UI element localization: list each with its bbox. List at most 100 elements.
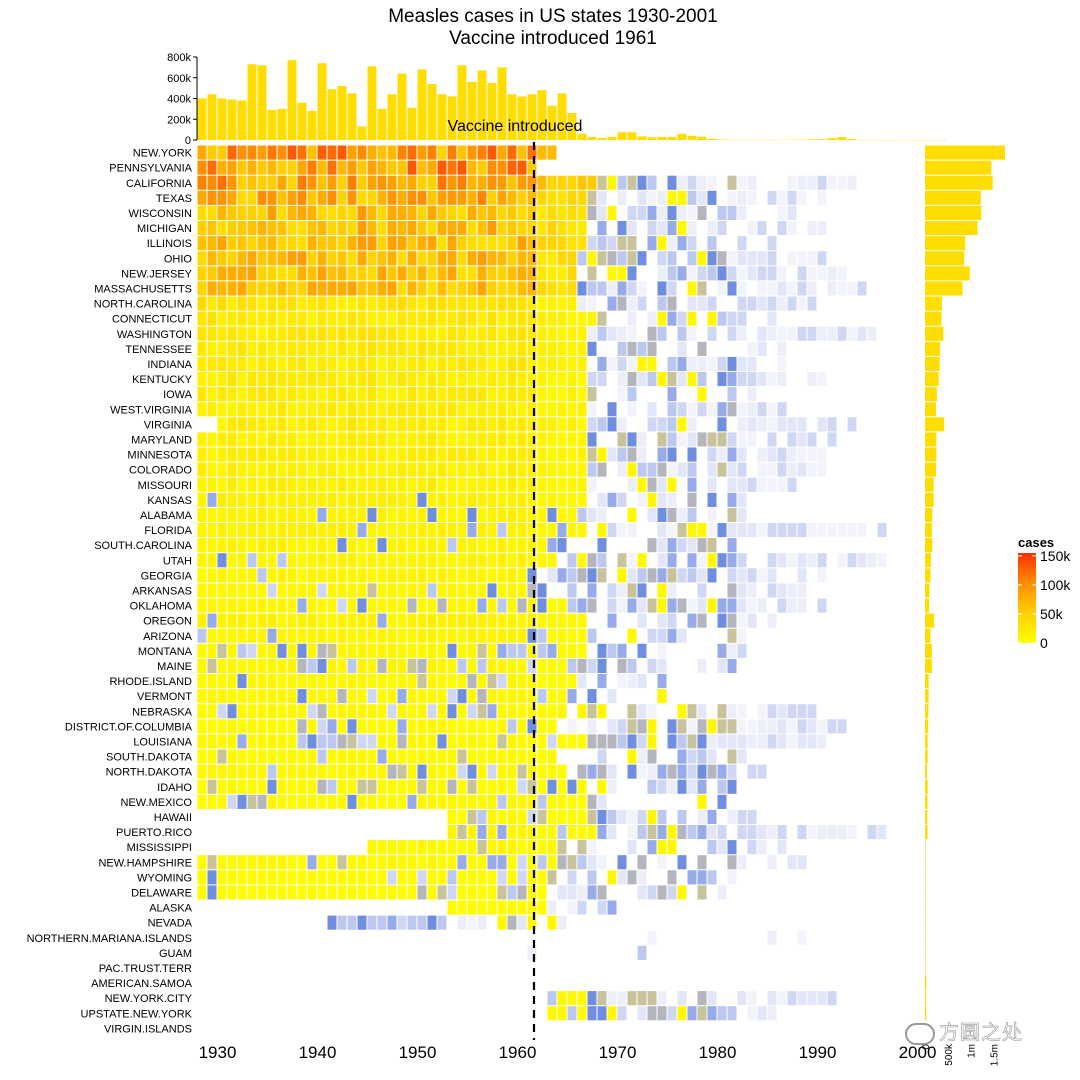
heatmap-cell [337, 523, 347, 538]
heatmap-cell [597, 1006, 607, 1021]
heatmap-cell [227, 372, 237, 387]
heatmap-cell [217, 870, 227, 885]
heatmap-cell [417, 538, 427, 553]
heatmap-cell [717, 221, 727, 236]
x-axis-tick-label: 2000 [899, 1043, 937, 1062]
heatmap-cell [517, 809, 527, 824]
heatmap-cell [347, 628, 357, 643]
heatmap-cell [287, 251, 297, 266]
heatmap-cell [477, 825, 487, 840]
heatmap-cell [457, 870, 467, 885]
heatmap-cell [567, 658, 577, 673]
heatmap-cell [467, 462, 477, 477]
heatmap-cell [717, 825, 727, 840]
heatmap-cell [797, 281, 807, 296]
heatmap-cell [697, 523, 707, 538]
heatmap-cell [557, 326, 567, 341]
heatmap-cell [577, 205, 587, 220]
heatmap-cell [197, 251, 207, 266]
heatmap-cell [617, 387, 627, 402]
top-bar [717, 139, 727, 140]
heatmap-cell [657, 523, 667, 538]
side-bar [925, 341, 941, 356]
heatmap-cell [287, 160, 297, 175]
heatmap-cell [717, 432, 727, 447]
heatmap-cell [527, 221, 537, 236]
heatmap-cell [437, 221, 447, 236]
heatmap-cell [827, 825, 837, 840]
heatmap-cell [577, 900, 587, 915]
heatmap-cell [737, 583, 747, 598]
heatmap-cell [697, 251, 707, 266]
heatmap-cell [357, 251, 367, 266]
state-label: NEW.MEXICO [120, 797, 192, 809]
heatmap-cell [537, 341, 547, 356]
heatmap-cell [337, 190, 347, 205]
heatmap-cell [527, 568, 537, 583]
heatmap-cell [397, 266, 407, 281]
heatmap-cell [577, 825, 587, 840]
heatmap-cell [377, 734, 387, 749]
heatmap-cell [237, 447, 247, 462]
heatmap-cell [587, 372, 597, 387]
heatmap-cell [377, 266, 387, 281]
heatmap-cell [237, 613, 247, 628]
heatmap-cell [547, 704, 557, 719]
heatmap-cell [547, 372, 557, 387]
heatmap-cell [567, 477, 577, 492]
heatmap-cell [767, 462, 777, 477]
heatmap-cell [397, 507, 407, 522]
heatmap-cell [787, 462, 797, 477]
legend-title: cases [1018, 535, 1054, 550]
side-bar [925, 266, 970, 281]
heatmap-cell [247, 175, 257, 190]
heatmap-cell [257, 251, 267, 266]
side-bar [925, 719, 929, 734]
heatmap-cell [447, 870, 457, 885]
heatmap-cell [657, 477, 667, 492]
heatmap-cell [207, 341, 217, 356]
heatmap-cell [437, 296, 447, 311]
heatmap-cell [447, 749, 457, 764]
heatmap-cell [217, 674, 227, 689]
top-bar [807, 139, 817, 140]
heatmap-cell [237, 296, 247, 311]
heatmap-cell [807, 704, 817, 719]
heatmap-cell [697, 175, 707, 190]
heatmap-cell [517, 794, 527, 809]
heatmap-cell [227, 583, 237, 598]
heatmap-cell [567, 372, 577, 387]
heatmap-cell [587, 205, 597, 220]
heatmap-cell [637, 432, 647, 447]
heatmap-cell [327, 251, 337, 266]
heatmap-cell [717, 372, 727, 387]
heatmap-cell [217, 704, 227, 719]
heatmap-cell [447, 613, 457, 628]
heatmap-cell [707, 598, 717, 613]
heatmap-cell [817, 719, 827, 734]
heatmap-cell [307, 538, 317, 553]
heatmap-cell [537, 326, 547, 341]
heatmap-cell [377, 674, 387, 689]
heatmap-cell [537, 809, 547, 824]
heatmap-cell [477, 266, 487, 281]
top-bar [537, 90, 547, 140]
heatmap-cell [377, 507, 387, 522]
heatmap-cell [467, 704, 477, 719]
heatmap-cell [387, 855, 397, 870]
heatmap-cell [627, 628, 637, 643]
heatmap-cell [427, 236, 437, 251]
heatmap-cell [477, 704, 487, 719]
heatmap-cell [337, 402, 347, 417]
heatmap-cell [727, 281, 737, 296]
heatmap-cell [827, 417, 837, 432]
heatmap-cell [227, 402, 237, 417]
heatmap-cell [447, 643, 457, 658]
heatmap-cell [367, 553, 377, 568]
heatmap-cell [377, 794, 387, 809]
heatmap-cell [267, 266, 277, 281]
heatmap-cell [587, 326, 597, 341]
heatmap-cell [367, 613, 377, 628]
heatmap-cell [347, 477, 357, 492]
heatmap-cell [257, 190, 267, 205]
